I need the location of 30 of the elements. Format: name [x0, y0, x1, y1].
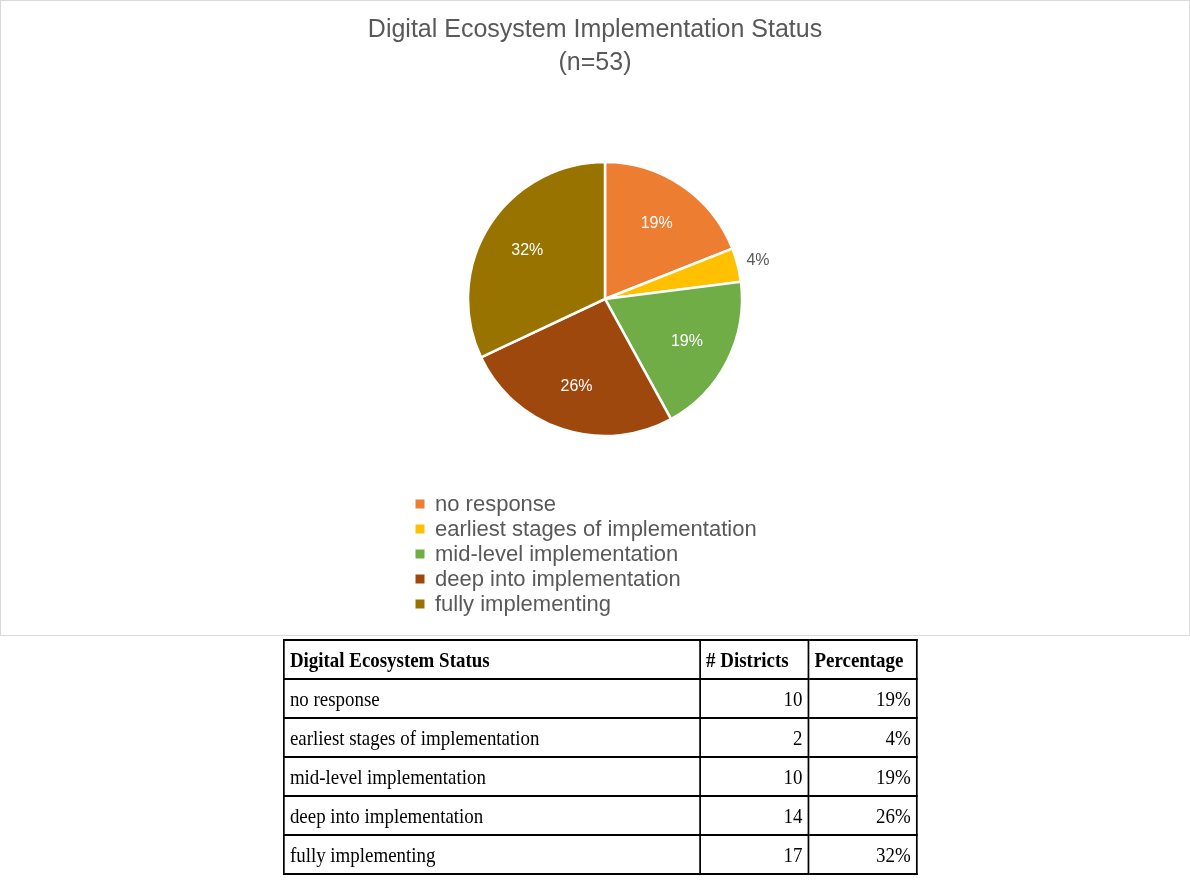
category-label: fully implementing	[283, 835, 701, 874]
legend-label: mid-level implementation	[435, 541, 679, 566]
text: # Districts	[700, 640, 809, 679]
legend-label: no response	[435, 491, 557, 516]
text: 4%	[885, 724, 911, 750]
category-label: mid-level implementation	[283, 757, 701, 796]
data-label: 4%	[746, 250, 770, 268]
category-label: no response	[283, 679, 701, 718]
data-label: 2	[700, 718, 809, 757]
legend-label: earliest stages of implementation	[435, 516, 757, 541]
data-label: 32%	[511, 240, 544, 258]
data-label: 19%	[640, 213, 673, 231]
text: 26%	[876, 802, 911, 828]
chart-subtitle: (n=53)	[558, 47, 632, 75]
text: 19%	[876, 763, 911, 789]
legend-label: deep into implementation	[435, 566, 681, 591]
text: 32%	[876, 841, 911, 867]
legend-label: fully implementing	[435, 591, 612, 616]
category-label: earliest stages of implementation	[283, 718, 701, 757]
data-label: 17	[700, 835, 809, 874]
data-label: 26%	[560, 377, 593, 395]
text: Percentage	[808, 640, 917, 679]
data-label: 19%	[670, 331, 703, 349]
text: Digital Ecosystem Status	[283, 640, 701, 679]
data-label: 14	[700, 796, 809, 835]
chart-title: Digital Ecosystem Implementation Status	[367, 14, 823, 42]
text: 19%	[876, 685, 911, 711]
data-label: 10	[700, 757, 809, 796]
category-label: deep into implementation	[283, 796, 701, 835]
data-label: 10	[700, 679, 809, 718]
